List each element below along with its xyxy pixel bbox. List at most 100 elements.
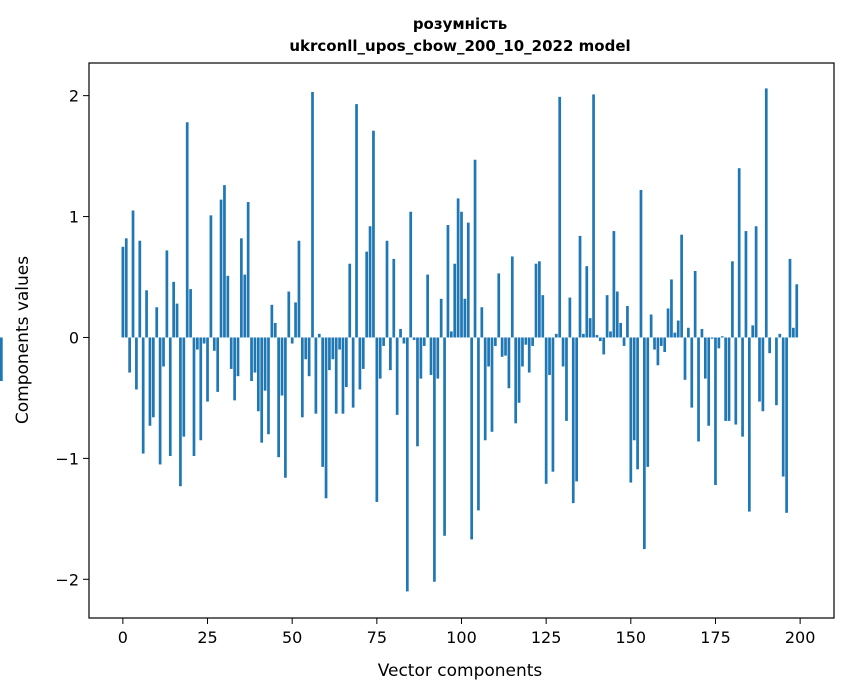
bar-153	[639, 189, 643, 338]
bar-155	[646, 337, 650, 467]
bar-73	[368, 226, 372, 338]
bar-undefined	[0, 337, 3, 382]
bar-182	[737, 168, 741, 338]
bar-5	[138, 240, 142, 338]
bar-39	[253, 337, 257, 373]
bar-161	[666, 308, 670, 338]
bar-47	[280, 337, 284, 396]
bar-102	[466, 222, 470, 338]
bar-52	[297, 240, 301, 338]
bar-77	[382, 337, 385, 346]
bar-12	[162, 337, 165, 367]
bar-172	[703, 337, 707, 379]
bar-107	[483, 337, 487, 441]
bar-68	[351, 337, 355, 408]
bar-157	[653, 337, 656, 350]
bar-40	[256, 337, 260, 412]
bar-20	[189, 289, 192, 338]
bar-96	[446, 225, 450, 338]
bar-183	[741, 337, 744, 437]
bar-103	[470, 337, 474, 540]
bar-26	[209, 215, 213, 338]
bar-166	[683, 337, 687, 380]
bar-88	[419, 337, 423, 379]
bar-148	[622, 337, 626, 346]
bar-121	[531, 337, 534, 346]
bar-30	[223, 185, 226, 338]
bar-189	[761, 337, 765, 412]
bar-164	[676, 320, 680, 338]
bar-69	[355, 104, 358, 338]
bar-109	[490, 337, 494, 432]
bar-185	[747, 337, 751, 512]
x-tick-label: 50	[282, 628, 302, 647]
bar-158	[656, 337, 660, 366]
bar-90	[426, 274, 429, 338]
bar-34	[236, 337, 240, 377]
bar-76	[378, 337, 382, 379]
bar-173	[707, 337, 711, 426]
bar-149	[626, 306, 629, 338]
bar-143	[605, 295, 609, 338]
bar-60	[324, 337, 328, 499]
bar-139	[592, 94, 595, 338]
bar-25	[206, 337, 209, 402]
bar-54	[304, 337, 308, 360]
bar-119	[524, 337, 528, 345]
chart-title: розумність	[413, 15, 507, 33]
bar-108	[487, 337, 490, 367]
bar-1	[124, 238, 128, 338]
bar-55	[307, 337, 311, 377]
bar-38	[250, 337, 253, 382]
y-axis-ticks: −2 −1 0 1 2	[55, 87, 89, 589]
bar-160	[663, 337, 667, 352]
bar-18	[182, 337, 186, 437]
bar-46	[277, 337, 280, 458]
bar-84	[405, 337, 409, 592]
bar-177	[720, 336, 724, 338]
bar-81	[395, 337, 399, 415]
bar-159	[659, 337, 663, 346]
bar-98	[453, 263, 457, 338]
bar-80	[392, 258, 396, 338]
bar-53	[300, 337, 304, 418]
chart-subtitle: ukrconll_upos_cbow_200_10_2022 model	[289, 37, 630, 55]
x-axis-ticks: 0 25 50 75 100 125 150 175 200	[118, 618, 815, 647]
x-tick-label: 25	[197, 628, 217, 647]
bar-133	[571, 337, 575, 504]
bar-163	[673, 332, 677, 338]
bar-170	[697, 337, 700, 442]
bar-35	[240, 238, 243, 338]
bar-196	[785, 337, 788, 513]
bar-59	[321, 337, 325, 467]
x-tick-label: 75	[367, 628, 387, 647]
bar-129	[558, 96, 562, 338]
bar-199	[795, 284, 799, 338]
bar-145	[612, 231, 616, 338]
bar-120	[527, 337, 531, 373]
bar-198	[792, 327, 795, 338]
bar-167	[687, 327, 690, 338]
bar-105	[477, 337, 480, 511]
bar-72	[365, 251, 369, 338]
bar-31	[226, 275, 230, 338]
bar-188	[758, 337, 761, 402]
bar-43	[267, 337, 270, 435]
bar-19	[185, 122, 189, 338]
bar-10	[155, 307, 159, 338]
bar-191	[768, 337, 772, 354]
bar-134	[575, 337, 578, 482]
bar-126	[548, 337, 551, 375]
bar-86	[412, 337, 416, 340]
bar-184	[744, 231, 748, 338]
bar-127	[551, 337, 555, 472]
x-tick-label: 100	[446, 628, 477, 647]
bar-138	[588, 318, 592, 338]
bar-99	[456, 198, 460, 338]
y-tick-label: −2	[55, 570, 79, 589]
bar-190	[764, 88, 768, 338]
bar-56	[311, 92, 314, 338]
bar-11	[158, 337, 162, 465]
bar-36	[243, 274, 247, 338]
